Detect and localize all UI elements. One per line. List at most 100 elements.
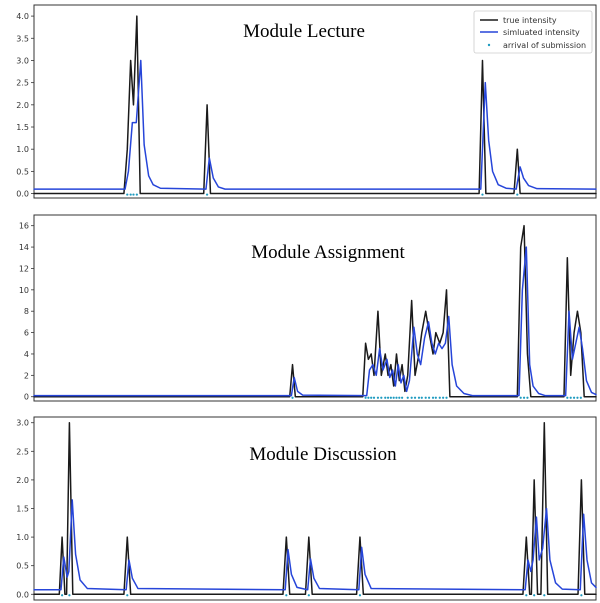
arrival-marker (569, 396, 572, 399)
arrival-marker (370, 396, 373, 399)
arrival-marker (364, 396, 367, 399)
arrival-marker (438, 396, 441, 399)
panel-title: Module Assignment (251, 242, 405, 263)
plot-lines (33, 224, 597, 399)
arrival-marker (566, 396, 569, 399)
arrival-marker (572, 396, 576, 399)
y-tick-label: 2.0 (16, 101, 29, 110)
y-tick-label: 3.5 (16, 34, 29, 43)
y-tick-label: 2 (24, 371, 29, 380)
arrival-marker (389, 396, 392, 399)
arrival-marker (126, 193, 129, 196)
arrival-marker (526, 396, 529, 399)
arrival-marker (413, 396, 417, 399)
plot-frame (33, 4, 597, 199)
arrival-marker (525, 594, 528, 597)
arrival-marker (417, 396, 421, 399)
y-tick-label: 12 (19, 264, 29, 273)
arrival-marker (376, 396, 380, 399)
arrival-marker (285, 594, 288, 597)
legend-label-arrival: arrival of submission (503, 41, 586, 50)
arrival-marker (579, 396, 582, 399)
arrival-marker (427, 396, 431, 399)
y-tick-label: 6 (24, 329, 29, 338)
arrival-marker (522, 396, 526, 399)
arrival-marker (519, 396, 522, 399)
legend-label-true: true intensity (503, 16, 557, 25)
y-tick-label: 1.5 (16, 123, 29, 132)
arrival-marker (126, 594, 129, 597)
arrival-marker (395, 396, 398, 399)
arrival-marker (424, 396, 427, 399)
arrival-marker (307, 594, 310, 597)
arrival-marker (401, 396, 404, 399)
true-intensity-line (33, 15, 597, 195)
arrival-marker (372, 396, 376, 399)
y-tick-label: 4.0 (16, 12, 29, 21)
arrival-marker (543, 594, 546, 597)
simulated-intensity-line (33, 59, 597, 190)
y-tick-label: 3.0 (16, 56, 29, 65)
arrival-marker (576, 396, 579, 399)
simulated-intensity-line (33, 246, 597, 397)
y-tick-label: 0.0 (16, 190, 29, 199)
arrival-marker (205, 193, 209, 196)
y-tick-label: 14 (19, 243, 29, 252)
true-intensity-line (33, 421, 597, 596)
y-tick-label: 10 (19, 286, 29, 295)
arrival-marker (410, 396, 413, 399)
arrival-marker (420, 396, 423, 399)
legend-label-simulated: simluated intensity (503, 28, 580, 37)
arrival-marker (445, 396, 448, 399)
arrival-marker (434, 396, 437, 399)
plot-frame (33, 214, 597, 402)
y-axis: 0.0 0.5 1.0 1.5 2.0 2.5 3.0 3.5 4.0 (16, 12, 34, 199)
legend-box (473, 10, 593, 54)
y-tick-label: 2.5 (16, 79, 29, 88)
y-tick-label: 0.5 (16, 562, 29, 571)
y-tick-label: 16 (19, 222, 29, 231)
simulated-intensity-line (33, 499, 597, 591)
arrival-marker (367, 396, 370, 399)
arrival-marker (132, 193, 135, 196)
panel-title: Module Discussion (249, 444, 397, 465)
panel-module-lecture: 0.0 0.5 1.0 1.5 2.0 2.5 3.0 3.5 4.0 Module Lectu… (16, 4, 597, 199)
y-tick-label: 3.0 (16, 419, 29, 428)
panel-module-assignment: 0 2 4 6 8 10 12 14 16 Module Assignment (19, 214, 597, 402)
arrival-marker (431, 396, 435, 399)
arrival-marker (358, 594, 362, 597)
arrival-marker (380, 396, 383, 399)
arrival-marker (580, 594, 583, 597)
arrival-marker (481, 193, 484, 196)
legend-swatch-arrival (487, 43, 491, 47)
panel-module-discussion: 0.0 0.5 1.0 1.5 2.0 2.5 3.0 Module Discussion (16, 416, 597, 601)
arrival-marker (533, 594, 536, 597)
y-axis: 0.0 0.5 1.0 1.5 2.0 2.5 3.0 (16, 419, 34, 599)
arrival-marker (135, 193, 138, 196)
arrival-marker (406, 396, 409, 399)
true-intensity-line (33, 224, 597, 398)
arrival-marker (68, 594, 71, 597)
y-tick-label: 2.0 (16, 476, 29, 485)
legend: true intensity simluated intensity arriv… (473, 10, 593, 54)
y-tick-label: 1.0 (16, 533, 29, 542)
arrival-marker (516, 193, 519, 196)
arrival-marker (442, 396, 445, 399)
y-tick-label: 8 (24, 307, 29, 316)
arrival-marker (392, 396, 395, 399)
y-tick-label: 0.5 (16, 167, 29, 176)
plot-lines (33, 421, 597, 597)
y-tick-label: 1.0 (16, 145, 29, 154)
y-tick-label: 2.5 (16, 447, 29, 456)
y-tick-label: 1.5 (16, 505, 29, 514)
plot-lines (33, 15, 597, 196)
arrival-marker (61, 594, 64, 597)
arrival-marker (398, 396, 401, 399)
arrival-marker (384, 396, 387, 399)
y-axis: 0 2 4 6 8 10 12 14 16 (19, 222, 34, 402)
arrival-marker (386, 396, 390, 399)
panel-title: Module Lecture (243, 21, 365, 42)
arrival-marker (129, 193, 132, 196)
y-tick-label: 0 (24, 393, 29, 402)
